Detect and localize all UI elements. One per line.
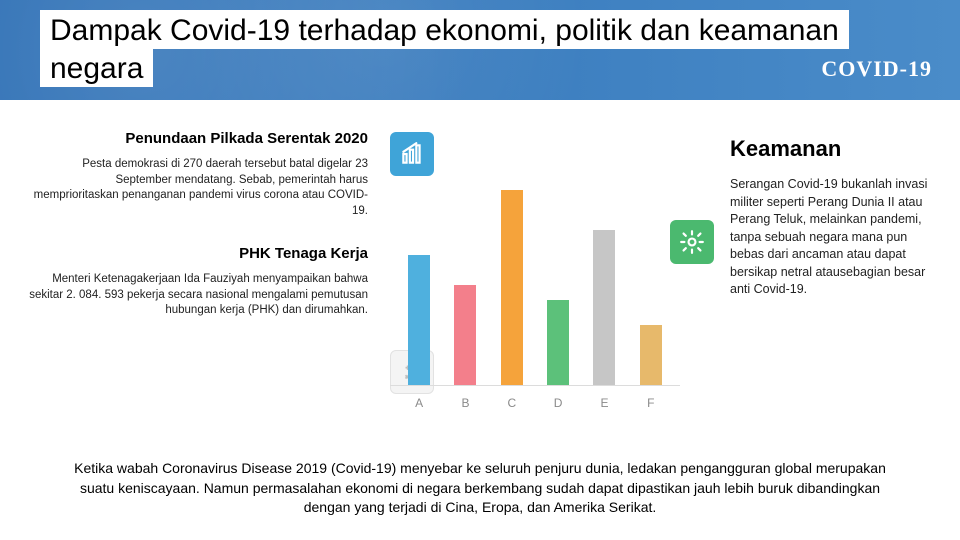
right-column: Keamanan Serangan Covid-19 bukanlah inva…: [730, 136, 940, 299]
bar-label-d: D: [546, 396, 570, 410]
section2-body: Menteri Ketenagakerjaan Ida Fauziyah men…: [28, 272, 368, 319]
bar-label-a: A: [407, 396, 431, 410]
section1-title: Penundaan Pilkada Serentak 2020: [28, 130, 368, 147]
page-title: Dampak Covid-19 terhadap ekonomi, politi…: [40, 10, 849, 87]
bar-c: [500, 190, 524, 385]
content-area: Penundaan Pilkada Serentak 2020 Pesta de…: [0, 100, 960, 460]
covid-badge: COVID-19: [821, 56, 932, 82]
bar-e: [592, 230, 616, 385]
section2-title: PHK Tenaga Kerja: [28, 245, 368, 262]
bar-f: [639, 325, 663, 385]
left-column: Penundaan Pilkada Serentak 2020 Pesta de…: [28, 130, 368, 345]
bar-a: [407, 255, 431, 385]
bar-label-b: B: [453, 396, 477, 410]
bar-d: [546, 300, 570, 385]
bar-label-e: E: [592, 396, 616, 410]
footer-text: Ketika wabah Coronavirus Disease 2019 (C…: [60, 459, 900, 518]
bar-b: [453, 285, 477, 385]
right-title: Keamanan: [730, 136, 940, 162]
right-body: Serangan Covid-19 bukanlah invasi milite…: [730, 176, 940, 299]
bar-label-f: F: [639, 396, 663, 410]
bar-label-c: C: [500, 396, 524, 410]
bar-chart: A B C D E F: [390, 140, 680, 410]
header-banner: Dampak Covid-19 terhadap ekonomi, politi…: [0, 0, 960, 100]
section1-body: Pesta demokrasi di 270 daerah tersebut b…: [28, 157, 368, 219]
